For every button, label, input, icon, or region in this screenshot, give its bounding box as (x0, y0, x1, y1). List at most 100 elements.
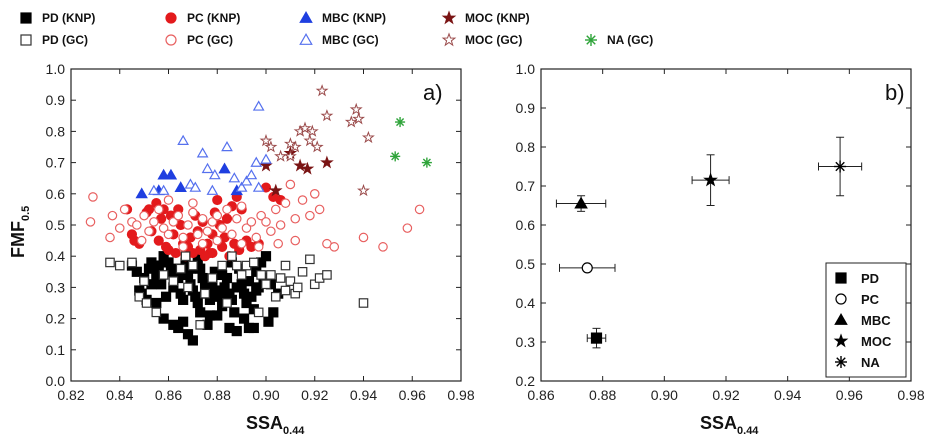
x-tick-label: 0.86 (155, 387, 182, 403)
data-point (207, 217, 218, 227)
legend-entry: NA (835, 355, 880, 370)
data-point (358, 232, 369, 243)
legend-marker (165, 34, 177, 46)
legend-marker (20, 34, 32, 46)
x-tick-label: 0.94 (774, 387, 801, 403)
data-point (310, 140, 324, 153)
data-point (246, 217, 257, 227)
data-point (231, 213, 242, 224)
legend-entry: PC (KNP) (165, 11, 240, 25)
data-point (208, 169, 221, 180)
data-point (260, 153, 272, 164)
data-point (178, 242, 188, 252)
legend-entry: MBC (KNP) (299, 11, 386, 25)
data-point (197, 238, 208, 249)
y-tick-label: 1.0 (46, 61, 66, 77)
data-point (158, 313, 169, 324)
data-point (270, 291, 281, 302)
data-point (158, 270, 169, 280)
mean-pd (586, 327, 607, 349)
data-point (273, 238, 283, 249)
data-point (127, 257, 137, 268)
panel-b-marks (555, 136, 863, 349)
data-point (352, 112, 366, 125)
data-point (358, 298, 369, 308)
data-point (197, 213, 208, 224)
y-tick-label: 0.5 (516, 256, 536, 272)
panel-b-legend: PD PC MBC MOC NA (825, 262, 907, 378)
data-point (236, 238, 247, 249)
panel-a-x-axis-title: SSA0.44 (246, 413, 305, 437)
data-point (280, 198, 291, 208)
data-point (202, 226, 213, 237)
data-point (227, 229, 237, 240)
legend-entry: PC (835, 292, 880, 307)
data-point (275, 273, 286, 283)
y-tick-label: 0.2 (516, 373, 536, 389)
y-tick-label: 0.6 (46, 186, 66, 202)
data-point (252, 100, 265, 111)
data-point (259, 158, 273, 172)
data-point (245, 169, 258, 180)
y-tick-label: 0.7 (516, 178, 536, 194)
legend-label: MOC (861, 334, 892, 349)
mean-pc (559, 262, 616, 274)
data-point (204, 294, 216, 305)
y-tick-label: 0.9 (46, 92, 66, 108)
legend-label: PD (GC) (42, 33, 88, 47)
data-point (266, 270, 276, 280)
panel-b-x-axis-title: SSA0.44 (700, 413, 759, 437)
data-point (200, 288, 210, 299)
data-point (187, 335, 198, 346)
data-point (300, 161, 315, 175)
data-point (180, 251, 191, 261)
data-point (207, 273, 218, 283)
data-point (197, 272, 208, 284)
data-point (139, 276, 149, 286)
data-point (285, 276, 296, 286)
legend-label: PC (KNP) (187, 11, 240, 25)
y-tick-label: 0.6 (516, 217, 536, 233)
panel-b-y-ticks: 0.2 0.3 0.4 0.5 0.6 0.7 0.8 0.9 1.0 (516, 61, 911, 389)
data-point (221, 213, 233, 224)
data-point (183, 282, 193, 293)
data-point (135, 187, 148, 199)
data-point (349, 102, 363, 116)
data-point (314, 204, 325, 215)
panel-a-x-ticks: 0.82 0.84 0.86 0.88 0.90 0.92 0.94 0.96 0.98 (57, 69, 475, 403)
legend-label: NA (GC) (607, 33, 653, 47)
y-tick-label: 0.8 (516, 139, 536, 155)
data-point (189, 181, 202, 192)
data-point (305, 210, 315, 221)
data-point (320, 109, 334, 122)
legend-marker (835, 272, 847, 284)
data-point (132, 220, 142, 230)
data-point (105, 232, 115, 243)
x-tick-label: 0.98 (447, 387, 474, 403)
legend-entry: MBC (834, 313, 891, 328)
legend-marker (585, 34, 597, 46)
legend-entry: PD (835, 271, 879, 286)
data-point (114, 260, 125, 271)
legend-label: MBC (GC) (322, 33, 379, 47)
data-point (703, 172, 718, 187)
y-tick-label: 0.5 (46, 217, 66, 233)
legend-marker (165, 12, 177, 24)
data-point (173, 322, 184, 334)
panel-a-chart: 0.82 0.84 0.86 0.88 0.90 0.92 0.94 0.96 0.98 0.0… (8, 61, 475, 437)
data-point (395, 117, 406, 128)
data-point (581, 262, 593, 274)
data-point (160, 241, 172, 252)
data-point (175, 263, 186, 274)
x-tick-label: 0.88 (589, 387, 616, 403)
data-point (153, 260, 164, 271)
data-point (195, 320, 205, 330)
legend-label: MBC (861, 313, 891, 328)
data-point (149, 217, 159, 227)
data-point (217, 260, 227, 271)
data-point (303, 133, 317, 147)
data-point (268, 183, 283, 197)
series-mbc-gc (148, 100, 272, 195)
data-point (297, 195, 308, 205)
data-point (236, 201, 247, 212)
